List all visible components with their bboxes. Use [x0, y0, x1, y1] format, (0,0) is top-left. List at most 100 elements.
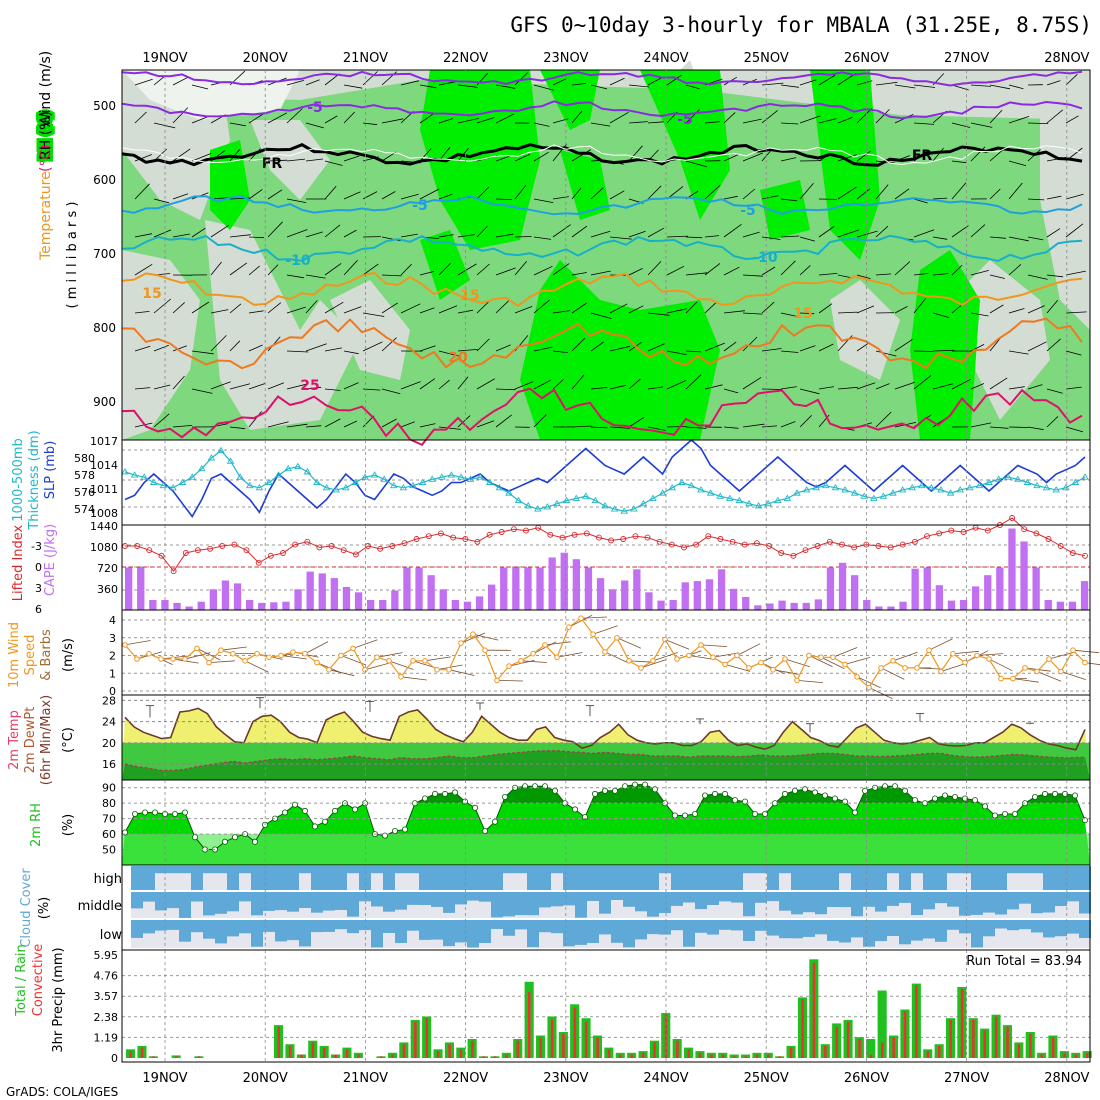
wind-barb [248, 344, 263, 352]
wind-tick-label: 2 [109, 650, 116, 663]
cloud-cover-bar [599, 866, 611, 890]
cloud-cover-bar [263, 892, 275, 911]
wind-speed-point [158, 656, 164, 662]
wind-barb [1072, 649, 1099, 654]
wind-barb [780, 235, 800, 238]
cloud-cover-bar [407, 892, 419, 905]
cape-bar [572, 559, 580, 610]
wind-barb [438, 379, 450, 390]
precip-convective-bar [288, 1045, 292, 1058]
rh-point [762, 811, 769, 818]
lifted-index-point [644, 534, 651, 541]
cloud-cover-bar [407, 866, 419, 874]
slp-thickness-panel [121, 438, 1090, 518]
cloud-cover-bar [503, 892, 515, 917]
wind-barb [913, 84, 936, 88]
wind-barb [305, 122, 324, 129]
upper-ylabel-temp-unit: (°C) [38, 144, 54, 172]
lifted-index-point [401, 540, 408, 547]
wind-barb [191, 301, 210, 314]
wind-barb [514, 261, 528, 276]
date-label-bottom: 23NOV [543, 1071, 588, 1086]
wind-barb [381, 302, 398, 314]
temp-tick-label: 16 [102, 758, 116, 771]
wind-barb [1046, 338, 1061, 352]
cloud-cover-bar [791, 866, 803, 890]
cloud-cover-bar [971, 920, 983, 948]
wind-barb [229, 149, 241, 162]
date-label-bottom: 27NOV [944, 1071, 989, 1086]
cloud-cover-bar [671, 920, 683, 931]
cloud-cover-bar [299, 920, 311, 947]
thickness-point [1014, 475, 1022, 482]
wind-barb [970, 84, 991, 87]
cloud-cover-bar [419, 866, 431, 890]
wind-barb [495, 84, 516, 89]
wind-barb [1046, 195, 1062, 200]
cape-bar [609, 589, 617, 610]
wind-barb [172, 193, 189, 200]
wind-barb [932, 236, 948, 240]
precip-convective-bar [345, 1049, 349, 1058]
cloud-cover-bar [647, 892, 659, 917]
thickness-point [274, 471, 283, 478]
wind-barb [343, 382, 359, 390]
wind-barb [1008, 236, 1029, 242]
date-label-bottom: 25NOV [744, 1071, 789, 1086]
rh-point [191, 834, 198, 841]
rh-point [481, 828, 488, 835]
cloud-cover-bar [551, 892, 563, 907]
precip-convective-bar [323, 1047, 326, 1058]
rh-point [602, 787, 609, 794]
wind-barb [837, 154, 857, 162]
wind-barb [305, 343, 327, 352]
cloud-cover-bar [647, 920, 659, 935]
lifted-index-point [899, 541, 906, 548]
wind-tick-label: 4 [109, 614, 116, 627]
wind-barb [772, 669, 799, 675]
date-label-top: 23NOV [543, 51, 588, 66]
thickness-point [764, 499, 772, 507]
wind-speed-point [194, 645, 200, 652]
lifted-index-point [340, 547, 347, 554]
thickness-point [332, 486, 340, 493]
cape-bar [717, 569, 726, 610]
thickness-point [543, 503, 552, 510]
thickness-point [658, 489, 667, 496]
wind-speed-point [770, 666, 776, 673]
wind-barb [932, 197, 948, 200]
precip-convective-bar [881, 1042, 884, 1058]
wind-barb [1084, 662, 1100, 666]
wind-speed-point [662, 636, 668, 643]
cape-bar [681, 582, 689, 610]
wind-barb [894, 188, 910, 200]
wind-barb [1065, 115, 1079, 124]
lifted-index-point [681, 544, 687, 551]
precip-convective-bar [687, 1049, 690, 1058]
wind-barb [875, 273, 891, 276]
wind-barb [932, 312, 950, 318]
wind-barb [533, 122, 550, 127]
lifted-index-point [1021, 526, 1028, 533]
wind-barb [229, 383, 251, 390]
wind-speed-point [638, 665, 644, 671]
wind-speed-point [242, 658, 248, 664]
thickness-point [351, 478, 360, 485]
precip-convective-bar [584, 1021, 588, 1058]
cloud-cover-bar [959, 920, 971, 934]
wind-barb [780, 198, 798, 202]
thickness-point [745, 499, 753, 507]
temp-ylabel-b: 2m DewPt [23, 707, 38, 774]
wind-speed-panel [122, 614, 1100, 700]
wind-speed-point [602, 649, 608, 655]
cape-bar [1080, 581, 1089, 610]
wind-barb [324, 418, 341, 428]
cloud-cover-bar [959, 866, 971, 874]
wind-barb [1008, 350, 1029, 355]
temp-tick-label: 20 [102, 737, 116, 750]
wind-barb [556, 652, 583, 658]
wind-barb [666, 265, 685, 276]
wind-barb [1046, 80, 1061, 86]
lifted-index-point [814, 543, 821, 549]
cloud-cover-bar [371, 892, 383, 907]
